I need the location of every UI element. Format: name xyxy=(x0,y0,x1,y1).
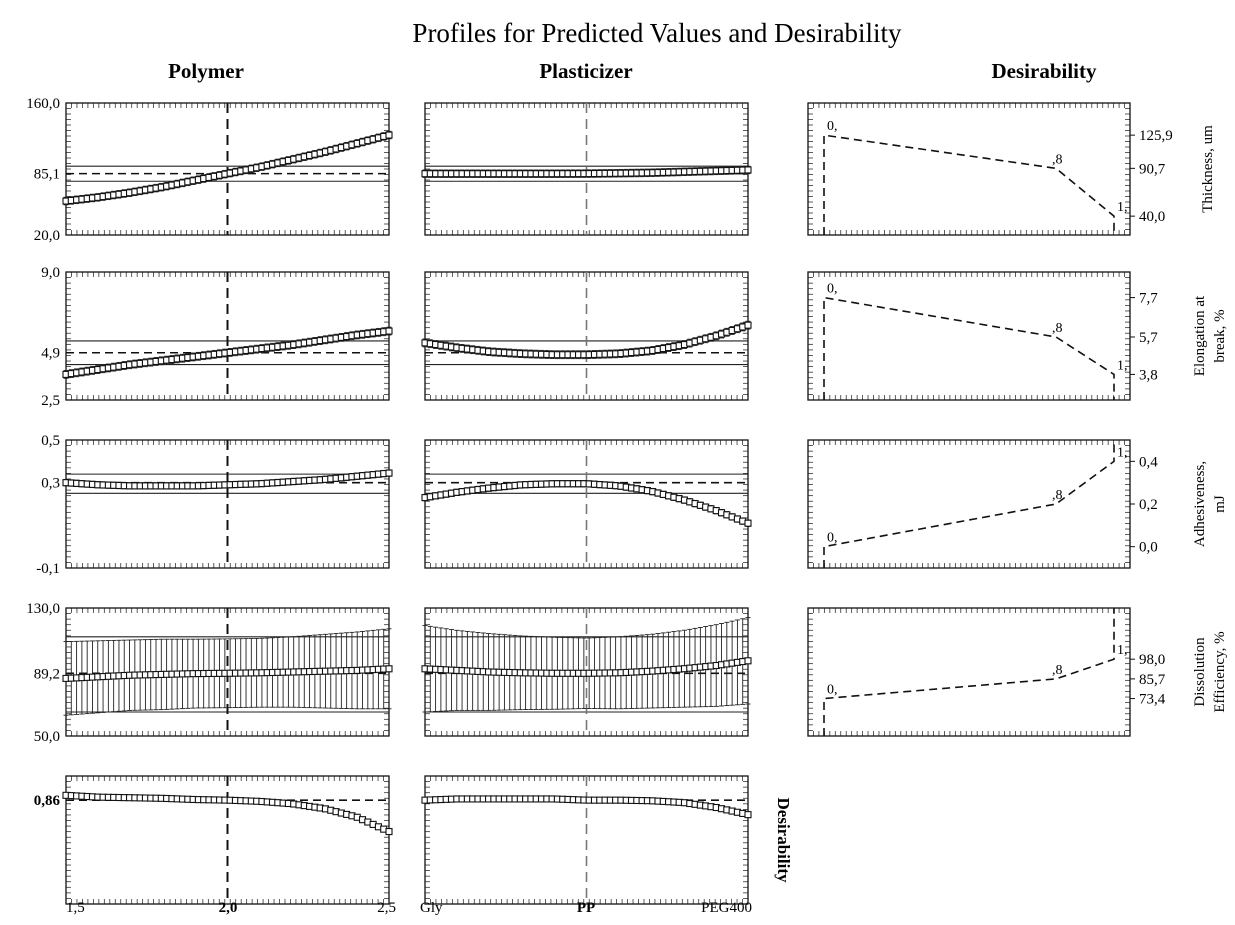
response-label: Dissolution Efficiency, % xyxy=(1192,631,1228,712)
plot-grid: 160,0 85,1 20,0 0, ,8 1, 125,9 90,7 40,0 Thicknes… xyxy=(26,96,1228,916)
profile-panel-plasticizer xyxy=(421,607,752,737)
desirability-panel: 0, ,8 1, 0,4 0,2 0,0 Adhesiveness, mJ xyxy=(807,439,1228,569)
desirability-point-label: 1, xyxy=(1117,200,1128,215)
right-tick-label: 90,7 xyxy=(1139,161,1166,177)
right-tick-label: 0,2 xyxy=(1139,497,1158,513)
y-tick-label: 2,5 xyxy=(41,393,60,409)
profile-panel-polymer xyxy=(62,102,393,236)
profile-point xyxy=(744,811,752,819)
x-tick-label: 2,5 xyxy=(377,900,396,916)
profile-panel-plasticizer xyxy=(421,439,752,569)
profile-point xyxy=(744,321,752,329)
desirability-function xyxy=(823,296,1115,400)
desirability-point-label: ,8 xyxy=(1052,152,1063,167)
desirability-panel: 0, ,8 1, 98,0 85,7 73,4 Dissolution Efficiency,… xyxy=(807,607,1228,737)
right-tick-label: 5,7 xyxy=(1139,330,1158,346)
profile-panel-polymer xyxy=(62,607,393,737)
desirability-row-label: Desirability xyxy=(774,798,793,883)
profile-panel-plasticizer xyxy=(421,102,752,236)
response-label-line: Adhesiveness, xyxy=(1192,461,1208,547)
profile-point xyxy=(385,469,393,477)
profile-panel-plasticizer xyxy=(421,775,752,905)
profile-panel-plasticizer xyxy=(421,271,752,401)
y-tick-label: 0,3 xyxy=(41,476,60,492)
plot-frame xyxy=(807,102,1131,236)
plot-frame xyxy=(807,607,1131,737)
y-tick-label: 50,0 xyxy=(34,729,60,745)
y-tick-label: -0,1 xyxy=(36,561,60,577)
plot-frame xyxy=(807,271,1131,401)
y-tick-label: 89,2 xyxy=(34,666,60,682)
profile-panel-polymer xyxy=(62,775,393,905)
desirability-point-label: ,8 xyxy=(1052,488,1063,503)
response-label-line: Efficiency, % xyxy=(1212,631,1228,712)
y-tick-label: 0,86 xyxy=(34,793,61,809)
profile-panel-polymer xyxy=(62,271,393,401)
plot-frame xyxy=(807,439,1131,569)
column-title-plasticizer: Plasticizer xyxy=(539,59,632,83)
desirability-point-label: ,8 xyxy=(1052,663,1063,678)
column-title-desirability: Desirability xyxy=(992,59,1097,83)
response-label: Thickness, um xyxy=(1200,125,1216,213)
right-tick-label: 3,8 xyxy=(1139,367,1158,383)
desirability-point-label: 1, xyxy=(1117,643,1128,658)
response-label-line: break, % xyxy=(1212,309,1228,362)
desirability-function xyxy=(823,134,1115,235)
y-tick-label: 4,9 xyxy=(41,346,60,362)
desirability-function xyxy=(823,608,1115,736)
desirability-point-label: 0, xyxy=(827,683,838,698)
x-tick-label: Gly xyxy=(420,900,443,916)
right-tick-label: 98,0 xyxy=(1139,652,1165,668)
profile-panel-polymer xyxy=(62,439,393,569)
x-tick-label: 2,0 xyxy=(219,900,238,916)
profile-point xyxy=(744,657,752,665)
right-tick-label: 0,0 xyxy=(1139,540,1158,556)
right-tick-label: 125,9 xyxy=(1139,128,1173,144)
right-tick-label: 7,7 xyxy=(1139,291,1158,307)
desirability-function xyxy=(823,440,1115,568)
chart-title: Profiles for Predicted Values and Desira… xyxy=(412,18,902,48)
profile-point xyxy=(744,166,752,174)
column-title-polymer: Polymer xyxy=(168,59,244,83)
response-label-line: Dissolution xyxy=(1192,637,1208,707)
desirability-point-label: 1, xyxy=(1117,445,1128,460)
desirability-point-label: 1, xyxy=(1117,358,1128,373)
desirability-panel: 0, ,8 1, 7,7 5,7 3,8 Elongation at break, % xyxy=(807,271,1228,401)
profile-point xyxy=(385,131,393,139)
y-tick-label: 20,0 xyxy=(34,228,60,244)
desirability-point-label: 0, xyxy=(827,531,838,546)
x-tick-label: PEG400 xyxy=(701,900,752,916)
profile-point xyxy=(385,827,393,836)
y-tick-label: 130,0 xyxy=(26,601,60,617)
y-tick-label: 0,5 xyxy=(41,433,60,449)
y-tick-label: 160,0 xyxy=(26,96,60,112)
profile-point xyxy=(744,519,752,527)
profile-point xyxy=(385,327,393,335)
response-label: Elongation at break, % xyxy=(1192,295,1228,376)
desirability-point-label: 0, xyxy=(827,119,838,134)
desirability-point-label: ,8 xyxy=(1052,321,1063,336)
x-tick-label: PP xyxy=(577,900,595,916)
right-tick-label: 73,4 xyxy=(1139,692,1166,708)
y-tick-label: 85,1 xyxy=(34,167,60,183)
right-tick-label: 40,0 xyxy=(1139,209,1165,225)
desirability-point-label: 0, xyxy=(827,282,838,297)
x-tick-label: 1,5 xyxy=(66,900,85,916)
right-tick-label: 0,4 xyxy=(1139,454,1158,470)
response-label-line: Elongation at xyxy=(1192,295,1208,376)
response-label: Adhesiveness, mJ xyxy=(1192,461,1228,547)
desirability-panel: 0, ,8 1, 125,9 90,7 40,0 Thickness, um xyxy=(807,102,1216,236)
response-label-line: mJ xyxy=(1212,495,1228,513)
right-tick-label: 85,7 xyxy=(1139,672,1166,688)
y-tick-label: 9,0 xyxy=(41,265,60,281)
profile-point xyxy=(385,665,393,673)
